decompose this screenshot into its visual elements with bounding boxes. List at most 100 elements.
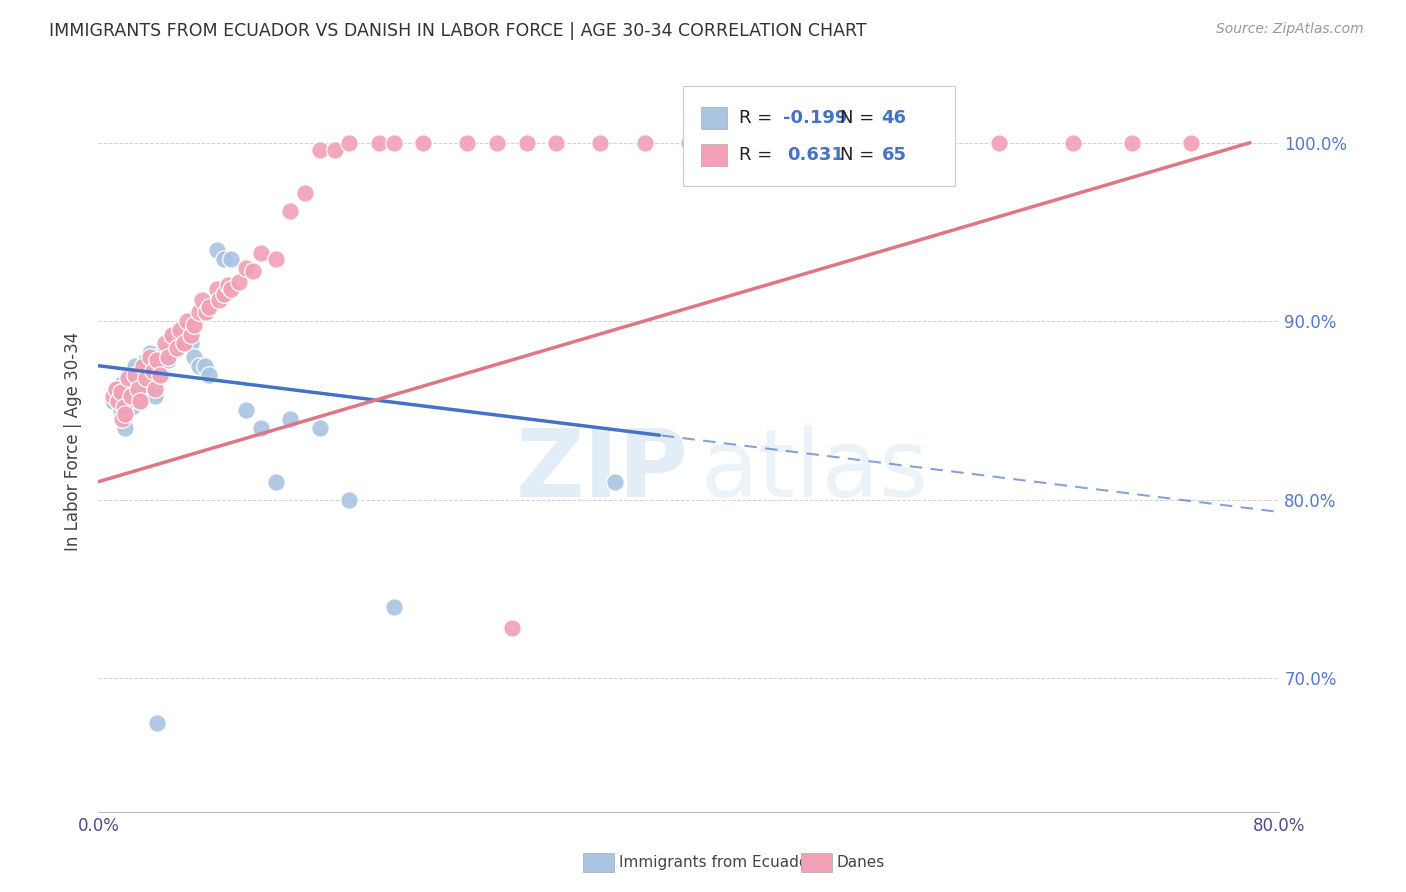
Point xyxy=(191,293,214,307)
Point xyxy=(183,350,205,364)
Point xyxy=(139,350,162,364)
Point xyxy=(198,368,221,382)
Point xyxy=(198,300,221,314)
Point xyxy=(457,136,479,150)
Point xyxy=(309,421,332,435)
Point xyxy=(605,475,627,489)
Point xyxy=(752,136,775,150)
Point xyxy=(135,353,157,368)
Point xyxy=(212,252,235,266)
Point xyxy=(634,136,657,150)
Point xyxy=(117,368,139,382)
Text: 46: 46 xyxy=(882,109,907,127)
Text: N =: N = xyxy=(841,146,880,164)
Point xyxy=(250,421,273,435)
Point xyxy=(264,475,287,489)
Point xyxy=(382,136,405,150)
Point xyxy=(143,389,166,403)
Text: Source: ZipAtlas.com: Source: ZipAtlas.com xyxy=(1216,22,1364,37)
Point xyxy=(156,353,179,368)
FancyBboxPatch shape xyxy=(683,87,955,186)
Point xyxy=(546,136,568,150)
Point xyxy=(166,341,188,355)
Point xyxy=(187,359,209,373)
Point xyxy=(280,412,302,426)
Point xyxy=(176,314,198,328)
Point xyxy=(412,136,434,150)
Point xyxy=(132,359,155,373)
Point xyxy=(172,335,194,350)
Point xyxy=(105,389,128,403)
Point xyxy=(120,385,142,400)
Point xyxy=(1062,136,1084,150)
Point xyxy=(280,203,302,218)
Text: Danes: Danes xyxy=(837,855,884,870)
Point xyxy=(107,382,129,396)
Point xyxy=(1180,136,1202,150)
Point xyxy=(589,136,612,150)
Point xyxy=(117,371,139,385)
Point xyxy=(132,364,155,378)
Point xyxy=(212,287,235,301)
Y-axis label: In Labor Force | Age 30-34: In Labor Force | Age 30-34 xyxy=(65,332,83,551)
Point xyxy=(294,186,316,200)
Point xyxy=(146,353,169,368)
Point xyxy=(678,136,700,150)
Point xyxy=(124,368,146,382)
Point xyxy=(1121,136,1143,150)
Point xyxy=(111,376,134,391)
FancyBboxPatch shape xyxy=(700,144,727,166)
Point xyxy=(111,412,134,426)
Point xyxy=(180,335,202,350)
Point xyxy=(149,368,172,382)
Point xyxy=(169,323,191,337)
Point xyxy=(339,492,361,507)
Point xyxy=(914,136,936,150)
Text: R =: R = xyxy=(738,146,778,164)
Point xyxy=(235,403,257,417)
Point xyxy=(339,136,361,150)
Point xyxy=(176,323,198,337)
Point xyxy=(124,359,146,373)
Point xyxy=(128,394,150,409)
Point xyxy=(121,400,143,414)
Point xyxy=(146,715,169,730)
Point xyxy=(195,305,218,319)
Point xyxy=(142,368,165,382)
Point xyxy=(110,403,132,417)
Point xyxy=(173,335,195,350)
Text: -0.199: -0.199 xyxy=(783,109,848,127)
Point xyxy=(825,136,848,150)
Point xyxy=(988,136,1011,150)
Point xyxy=(194,359,217,373)
Text: ZIP: ZIP xyxy=(516,425,689,517)
Point xyxy=(142,364,165,378)
Point xyxy=(162,328,183,343)
Point xyxy=(112,412,135,426)
Point xyxy=(162,328,183,343)
Point xyxy=(120,389,142,403)
Point xyxy=(112,400,135,414)
Point xyxy=(139,346,162,360)
Point xyxy=(382,599,405,614)
Text: N =: N = xyxy=(841,109,880,127)
Point xyxy=(208,293,231,307)
Point xyxy=(127,382,149,396)
Point xyxy=(486,136,509,150)
Point xyxy=(169,323,191,337)
Text: IMMIGRANTS FROM ECUADOR VS DANISH IN LABOR FORCE | AGE 30-34 CORRELATION CHART: IMMIGRANTS FROM ECUADOR VS DANISH IN LAB… xyxy=(49,22,868,40)
Point xyxy=(143,382,166,396)
Point xyxy=(368,136,391,150)
Point xyxy=(114,407,136,421)
Point xyxy=(153,346,176,360)
Point xyxy=(153,335,176,350)
Point xyxy=(221,252,243,266)
Point xyxy=(205,243,228,257)
Point xyxy=(103,389,125,403)
Point xyxy=(114,421,136,435)
Point xyxy=(149,359,172,373)
Point xyxy=(205,282,228,296)
Point xyxy=(110,385,132,400)
Point xyxy=(309,143,332,157)
Text: 65: 65 xyxy=(882,146,907,164)
